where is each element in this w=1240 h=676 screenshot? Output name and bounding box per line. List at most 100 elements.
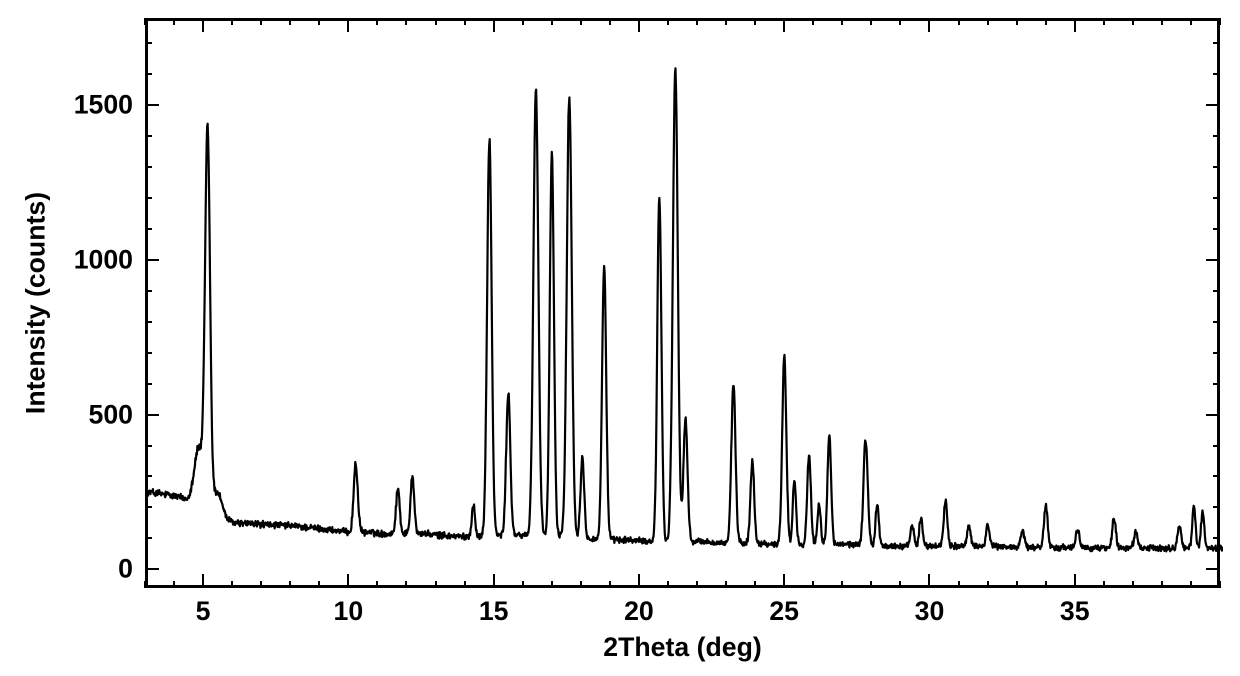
y-tick-major bbox=[145, 259, 159, 261]
x-tick-minor-top bbox=[870, 18, 872, 25]
y-tick-major bbox=[145, 568, 159, 570]
x-tick-minor-top bbox=[464, 18, 466, 25]
x-tick-major bbox=[638, 574, 640, 588]
y-tick-major bbox=[145, 104, 159, 106]
y-tick-minor-right bbox=[1213, 383, 1220, 385]
x-tick-minor bbox=[812, 581, 814, 588]
x-tick-minor bbox=[405, 581, 407, 588]
x-tick-minor-top bbox=[405, 18, 407, 25]
x-tick-major-top bbox=[347, 18, 349, 32]
x-tick-major bbox=[783, 574, 785, 588]
x-tick-minor-top bbox=[987, 18, 989, 25]
y-tick-minor bbox=[145, 42, 152, 44]
x-tick-minor bbox=[522, 581, 524, 588]
x-tick-minor-top bbox=[667, 18, 669, 25]
y-tick-minor-right bbox=[1213, 135, 1220, 137]
x-tick-minor bbox=[899, 581, 901, 588]
x-tick-minor-top bbox=[1103, 18, 1105, 25]
y-tick-major-right bbox=[1206, 104, 1220, 106]
x-tick-minor bbox=[551, 581, 553, 588]
x-tick-minor bbox=[754, 581, 756, 588]
x-tick-minor bbox=[725, 581, 727, 588]
y-tick-minor bbox=[145, 135, 152, 137]
x-tick-major-top bbox=[783, 18, 785, 32]
x-tick-minor-top bbox=[144, 18, 146, 25]
xrd-trace bbox=[148, 21, 1223, 591]
y-tick-minor-right bbox=[1213, 475, 1220, 477]
x-tick-minor bbox=[870, 581, 872, 588]
y-tick-minor bbox=[145, 475, 152, 477]
y-tick-major bbox=[145, 414, 159, 416]
x-tick-minor bbox=[173, 581, 175, 588]
x-tick-minor bbox=[696, 581, 698, 588]
y-tick-minor-right bbox=[1213, 42, 1220, 44]
x-tick-minor bbox=[435, 581, 437, 588]
x-tick-label: 35 bbox=[1060, 596, 1090, 627]
y-tick-minor-right bbox=[1213, 228, 1220, 230]
y-tick-minor bbox=[145, 228, 152, 230]
x-tick-minor bbox=[609, 581, 611, 588]
x-tick-minor-top bbox=[522, 18, 524, 25]
x-tick-minor-top bbox=[1219, 18, 1221, 25]
x-tick-minor-top bbox=[551, 18, 553, 25]
x-tick-minor bbox=[464, 581, 466, 588]
y-tick-minor bbox=[145, 445, 152, 447]
y-tick-minor bbox=[145, 73, 152, 75]
y-tick-minor-right bbox=[1213, 290, 1220, 292]
x-tick-major bbox=[928, 574, 930, 588]
y-tick-major-right bbox=[1206, 259, 1220, 261]
x-tick-minor bbox=[987, 581, 989, 588]
x-tick-minor-top bbox=[1016, 18, 1018, 25]
x-tick-major-top bbox=[202, 18, 204, 32]
x-tick-minor-top bbox=[696, 18, 698, 25]
x-tick-minor bbox=[260, 581, 262, 588]
y-tick-label: 1000 bbox=[43, 244, 133, 275]
x-tick-label: 10 bbox=[334, 596, 364, 627]
y-tick-minor bbox=[145, 383, 152, 385]
x-tick-minor bbox=[1103, 581, 1105, 588]
x-tick-minor-top bbox=[812, 18, 814, 25]
x-tick-major bbox=[347, 574, 349, 588]
x-tick-minor-top bbox=[1045, 18, 1047, 25]
y-tick-label: 500 bbox=[43, 399, 133, 430]
x-tick-minor-top bbox=[173, 18, 175, 25]
x-tick-major bbox=[493, 574, 495, 588]
x-tick-major-top bbox=[928, 18, 930, 32]
x-tick-minor bbox=[144, 581, 146, 588]
y-tick-minor-right bbox=[1213, 537, 1220, 539]
y-axis-label: Intensity (counts) bbox=[21, 192, 52, 414]
x-tick-minor bbox=[1219, 581, 1221, 588]
x-tick-minor-top bbox=[899, 18, 901, 25]
x-tick-major-top bbox=[493, 18, 495, 32]
x-tick-minor bbox=[1161, 581, 1163, 588]
y-tick-minor-right bbox=[1213, 506, 1220, 508]
x-tick-label: 5 bbox=[196, 596, 211, 627]
x-tick-major-top bbox=[638, 18, 640, 32]
y-tick-label: 0 bbox=[43, 554, 133, 585]
y-tick-minor bbox=[145, 290, 152, 292]
x-tick-minor-top bbox=[1132, 18, 1134, 25]
xrd-path bbox=[148, 68, 1223, 551]
x-tick-minor-top bbox=[231, 18, 233, 25]
x-tick-minor-top bbox=[580, 18, 582, 25]
x-tick-major bbox=[202, 574, 204, 588]
x-tick-label: 15 bbox=[479, 596, 509, 627]
x-tick-label: 30 bbox=[915, 596, 945, 627]
x-tick-label: 25 bbox=[769, 596, 799, 627]
x-tick-minor-top bbox=[609, 18, 611, 25]
y-tick-minor bbox=[145, 352, 152, 354]
x-tick-minor-top bbox=[725, 18, 727, 25]
x-tick-minor bbox=[1016, 581, 1018, 588]
x-tick-minor bbox=[1190, 581, 1192, 588]
x-tick-minor-top bbox=[841, 18, 843, 25]
x-tick-minor-top bbox=[958, 18, 960, 25]
x-tick-minor bbox=[1132, 581, 1134, 588]
x-tick-minor bbox=[841, 581, 843, 588]
y-tick-minor bbox=[145, 537, 152, 539]
y-tick-minor bbox=[145, 321, 152, 323]
y-tick-minor-right bbox=[1213, 445, 1220, 447]
y-tick-minor-right bbox=[1213, 166, 1220, 168]
y-tick-minor-right bbox=[1213, 197, 1220, 199]
x-tick-minor-top bbox=[1161, 18, 1163, 25]
xrd-chart: 2Theta (deg) Intensity (counts) 51015202… bbox=[0, 0, 1240, 676]
